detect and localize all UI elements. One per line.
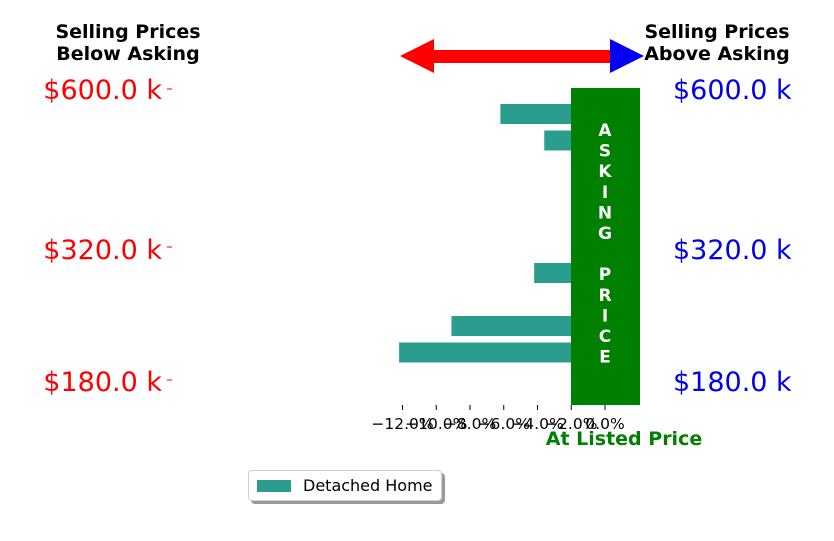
x-tick-label-2: −8.0%	[444, 415, 496, 433]
price-label-right-top: $600.0 k	[673, 75, 792, 106]
band-letter-3: I	[602, 183, 608, 203]
legend: Detached Home	[248, 470, 442, 501]
band-letter-1: S	[599, 142, 611, 162]
band-letter-9: I	[602, 306, 608, 326]
x-tick-label-5: −2.0%	[545, 415, 597, 433]
x-axis: −12.0%−10.0%−8.0%−6.0%−4.0%−2.0%0.0%	[371, 405, 625, 433]
header-right-line1: Selling Prices	[644, 21, 789, 43]
legend-swatch	[257, 479, 291, 492]
header-left-line2: Below Asking	[56, 43, 199, 65]
header-right-line2: Above Asking	[644, 43, 790, 65]
price-label-left-bottom: $180.0 k	[43, 367, 162, 398]
band-letter-4: N	[598, 203, 612, 223]
price-label-left-top: $600.0 k	[43, 75, 162, 106]
band-letter-5: G	[598, 224, 612, 244]
band-letter-2: K	[598, 162, 612, 182]
price-label-right-bottom: $180.0 k	[673, 367, 792, 398]
band-letter-0: A	[598, 121, 612, 141]
price-label-right-mid: $320.0 k	[673, 235, 792, 266]
x-tick-label-6: 0.0%	[585, 415, 624, 433]
bar-8	[451, 316, 605, 336]
x-tick-label-3: −6.0%	[478, 415, 530, 433]
price-label-left-mid: $320.0 k	[43, 235, 162, 266]
band-letter-7: P	[599, 265, 611, 285]
band-letter-10: C	[599, 327, 611, 347]
band-letter-8: R	[598, 286, 611, 306]
at-listed-price-caption: At Listed Price	[546, 428, 702, 450]
x-tick-label-1: −10.0%	[405, 415, 467, 433]
bar-9	[399, 342, 605, 363]
x-tick-label-4: −4.0%	[511, 415, 563, 433]
legend-label: Detached Home	[303, 476, 433, 495]
x-tick-label-0: −12.0%	[371, 415, 433, 433]
asking-price-band	[571, 88, 640, 405]
band-letter-11: E	[599, 348, 611, 368]
header-left-line1: Selling Prices	[55, 21, 200, 43]
direction-arrow-icon	[400, 39, 644, 73]
